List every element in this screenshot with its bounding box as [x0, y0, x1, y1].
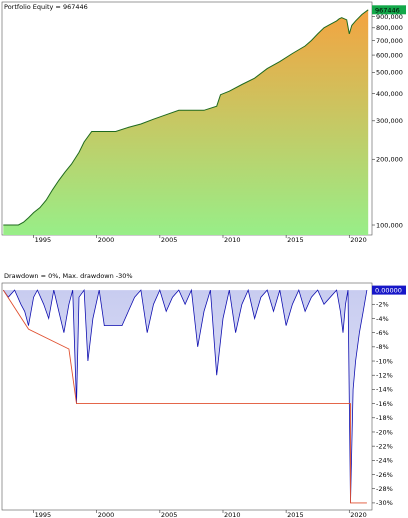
drawdown-x-axis: 1995 2000 2005 2010 2015 2020 [33, 510, 367, 518]
y-tick-label: -24% [376, 457, 393, 465]
x-tick-label: 2005 [161, 236, 178, 244]
x-tick-label: 1995 [35, 511, 52, 518]
y-tick-label: -22% [376, 442, 393, 450]
y-tick-label: 400,000 [376, 90, 403, 98]
x-tick-label: 2000 [98, 236, 115, 244]
equity-title: Portfolio Equity = 967446 [4, 3, 88, 11]
y-tick-label: 800,000 [376, 24, 403, 32]
x-tick-label: 2020 [350, 511, 367, 518]
x-tick-label: 2010 [224, 511, 241, 518]
x-tick-label: 2015 [287, 236, 304, 244]
y-tick-label: -8% [376, 343, 389, 351]
max-drawdown-line [2, 289, 367, 504]
x-tick-label: 2020 [350, 236, 367, 244]
y-tick-label: 700,000 [376, 37, 403, 45]
y-tick-label: -12% [376, 372, 393, 380]
y-tick-label: 500,000 [376, 69, 403, 77]
y-tick-label: -6% [376, 329, 389, 337]
equity-x-axis: 1995 2000 2005 2010 2015 2020 [33, 235, 367, 244]
drawdown-line [2, 288, 368, 503]
y-tick-label: -26% [376, 471, 393, 479]
y-tick-label: -30% [376, 499, 393, 507]
x-tick-label: 1995 [35, 236, 52, 244]
drawdown-title: Drawdown = 0%, Max. drawdown -30% [4, 272, 133, 280]
y-tick-label: 900,000 [376, 13, 403, 21]
y-tick-label: -18% [376, 414, 393, 422]
y-tick-label: -28% [376, 485, 393, 493]
equity-panel: Portfolio Equity = 967446 1995 2000 2005 20… [1, 1, 406, 244]
y-tick-label: 200,000 [376, 156, 403, 164]
y-tick-label: -10% [376, 357, 393, 365]
y-tick-label: -14% [376, 386, 393, 394]
equity-line [3, 9, 369, 226]
equity-y-axis: 900,000 800,000 700,000 600,000 500,000 400,0… [372, 13, 403, 229]
drawdown-panel: Drawdown = 0%, Max. drawdown -30% 1995 20… [1, 272, 406, 518]
y-tick-label: -16% [376, 400, 393, 408]
equity-area [3, 9, 369, 235]
x-tick-label: 2010 [224, 236, 241, 244]
y-tick-label: 300,000 [376, 117, 403, 125]
x-tick-label: 2015 [287, 511, 304, 518]
drawdown-last-value-badge: 0.00000 [372, 285, 406, 295]
equity-last-value-badge: 967446 [372, 5, 406, 15]
drawdown-plot-frame [1, 282, 373, 511]
y-tick-label: -20% [376, 428, 393, 436]
y-tick-label: 100,000 [376, 221, 403, 229]
x-tick-label: 2000 [98, 511, 115, 518]
y-tick-label: -2% [376, 301, 389, 309]
drawdown-last-value: 0.00000 [375, 287, 402, 295]
y-tick-label: 600,000 [376, 51, 403, 59]
x-tick-label: 2005 [161, 511, 178, 518]
drawdown-y-axis: -2% -4% -6% -8% -10% -12% -14% -16% -18% -20% -22%… [372, 301, 393, 507]
equity-last-value: 967446 [375, 6, 400, 14]
y-tick-label: -4% [376, 315, 389, 323]
